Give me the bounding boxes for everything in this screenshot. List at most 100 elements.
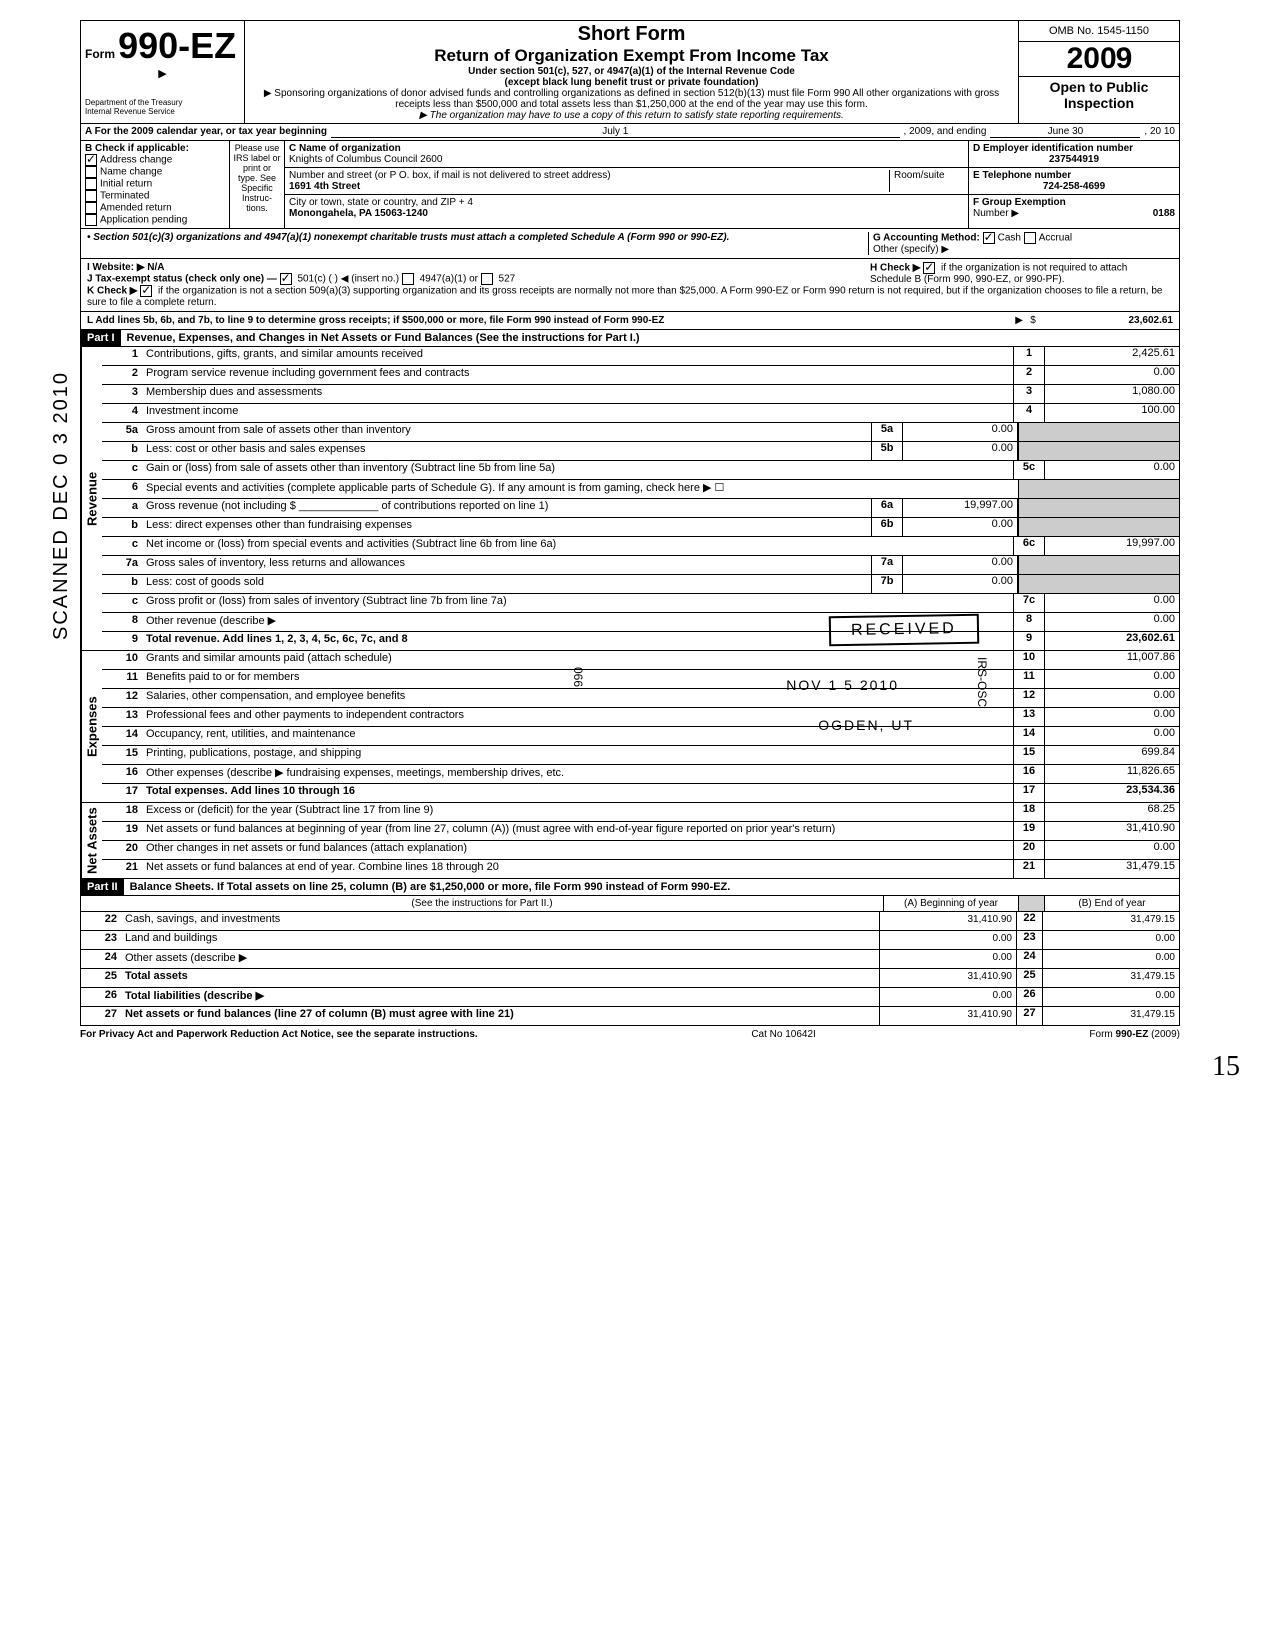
street: 1691 4th Street	[289, 181, 889, 192]
chk-name[interactable]	[85, 166, 97, 178]
part2-header: Part II Balance Sheets. If Total assets …	[80, 879, 1180, 896]
line-row: 15Printing, publications, postage, and s…	[102, 746, 1179, 765]
end-date: June 30	[990, 126, 1140, 138]
part1-table: RECEIVED NOV 1 5 2010 OGDEN, UT 066 IRS-…	[80, 347, 1180, 879]
line-row: 18Excess or (deficit) for the year (Subt…	[102, 803, 1179, 822]
part1-title: Revenue, Expenses, and Changes in Net As…	[121, 330, 1179, 346]
line-row: 5aGross amount from sale of assets other…	[102, 423, 1179, 442]
received-stamp: RECEIVED	[829, 614, 979, 647]
section-bcd: B Check if applicable: Address change Na…	[80, 141, 1180, 229]
footer-right: Form 990-EZ (2009)	[1089, 1029, 1180, 1040]
open-public: Open to Public	[1021, 79, 1177, 95]
row-l: L Add lines 5b, 6b, and 7b, to line 9 to…	[80, 312, 1180, 330]
g-other: Other (specify) ▶	[873, 244, 1173, 255]
line-row: bLess: cost of goods sold7b0.00	[102, 575, 1179, 594]
part2-label: Part II	[81, 879, 124, 895]
part2-instr: (See the instructions for Part II.)	[81, 896, 883, 911]
chk-k[interactable]	[140, 285, 152, 297]
stamp-code: 066	[571, 667, 585, 687]
chk-4947[interactable]	[402, 273, 414, 285]
chk-h[interactable]	[923, 262, 935, 274]
chk-terminated[interactable]	[85, 190, 97, 202]
a-mid: , 2009, and ending	[904, 126, 987, 138]
f-label: F Group Exemption	[973, 197, 1175, 208]
stamp-date: NOV 1 5 2010	[786, 677, 899, 693]
b-label: B Check if applicable:	[85, 143, 225, 154]
chk-501c[interactable]	[280, 273, 292, 285]
ein: 237544919	[973, 154, 1175, 165]
org-name: Knights of Columbus Council 2600	[289, 154, 964, 165]
part2-title: Balance Sheets. If Total assets on line …	[124, 879, 1179, 895]
chk-cash[interactable]	[983, 232, 995, 244]
form-prefix: Form	[85, 47, 115, 61]
chk-accrual[interactable]	[1024, 232, 1036, 244]
i-label: I Website: ▶	[87, 262, 145, 273]
k-text: if the organization is not a section 509…	[87, 286, 1162, 308]
col-a-header: (A) Beginning of year	[883, 896, 1018, 911]
col-b-header: (B) End of year	[1044, 896, 1179, 911]
scanned-stamp: SCANNED DEC 0 3 2010	[50, 371, 73, 640]
expenses-label: Expenses	[81, 651, 102, 802]
note2: ▶ The organization may have to use a cop…	[251, 110, 1012, 121]
footer: For Privacy Act and Paperwork Reduction …	[80, 1026, 1180, 1043]
line-row: 11Benefits paid to or for members110.00	[102, 670, 1179, 689]
a-end2: , 20 10	[1144, 126, 1175, 138]
i-val: N/A	[147, 262, 164, 273]
city: Monongahela, PA 15063-1240	[289, 208, 964, 219]
row-a: A For the 2009 calendar year, or tax yea…	[80, 124, 1180, 141]
line-row: 12Salaries, other compensation, and empl…	[102, 689, 1179, 708]
d-label: D Employer identification number	[973, 143, 1175, 154]
part2-table: (See the instructions for Part II.) (A) …	[80, 896, 1180, 1026]
stamp-irs: IRS-OSC	[975, 657, 989, 707]
room-label: Room/suite	[889, 170, 964, 192]
chk-527[interactable]	[481, 273, 493, 285]
note1: ▶ Sponsoring organizations of donor advi…	[251, 88, 1012, 110]
title1: Short Form	[251, 23, 1012, 46]
line-row: 10Grants and similar amounts paid (attac…	[102, 651, 1179, 670]
balance-row: 25 Total assets 31,410.90 25 31,479.15	[81, 969, 1179, 988]
year-20: 20	[1067, 42, 1100, 75]
c-label: C Name of organization	[289, 143, 964, 154]
balance-row: 26 Total liabilities (describe ▶ 0.00 26…	[81, 988, 1179, 1007]
part1-label: Part I	[81, 330, 121, 346]
footer-mid: Cat No 10642I	[751, 1029, 816, 1040]
line-row: 8Other revenue (describe ▶80.00	[102, 613, 1179, 632]
line-row: 2Program service revenue including gover…	[102, 366, 1179, 385]
g-label: G Accounting Method:	[873, 233, 980, 244]
line-row: 13Professional fees and other payments t…	[102, 708, 1179, 727]
part1-header: Part I Revenue, Expenses, and Changes in…	[80, 330, 1180, 347]
line-row: aGross revenue (not including $ ________…	[102, 499, 1179, 518]
subtitle1: Under section 501(c), 527, or 4947(a)(1)…	[251, 66, 1012, 77]
title2: Return of Organization Exempt From Incom…	[251, 46, 1012, 66]
balance-row: 22 Cash, savings, and investments 31,410…	[81, 912, 1179, 931]
city-label: City or town, state or country, and ZIP …	[289, 197, 964, 208]
line-row: 1Contributions, gifts, grants, and simil…	[102, 347, 1179, 366]
line-row: 16Other expenses (describe ▶ fundraising…	[102, 765, 1179, 784]
dept1: Department of the Treasury	[85, 98, 240, 107]
chk-address[interactable]	[85, 154, 97, 166]
k-label: K Check ▶	[87, 286, 137, 297]
subtitle2: (except black lung benefit trust or priv…	[251, 77, 1012, 88]
begin-date: July 1	[331, 126, 900, 138]
chk-amended[interactable]	[85, 202, 97, 214]
revenue-label: Revenue	[81, 347, 102, 650]
a-text: A For the 2009 calendar year, or tax yea…	[85, 126, 327, 138]
line-row: 7aGross sales of inventory, less returns…	[102, 556, 1179, 575]
line-row: cGain or (loss) from sale of assets othe…	[102, 461, 1179, 480]
form-number: 990-EZ	[118, 25, 236, 66]
line-row: 19Net assets or fund balances at beginni…	[102, 822, 1179, 841]
e-label: E Telephone number	[973, 170, 1175, 181]
chk-initial[interactable]	[85, 178, 97, 190]
line-row: 6Special events and activities (complete…	[102, 480, 1179, 499]
please-label: Please use IRS label or print or type. S…	[230, 141, 285, 228]
addr-label: Number and street (or P O. box, if mail …	[289, 170, 889, 181]
handwritten-15: 15	[1212, 1051, 1240, 1083]
line-row: cNet income or (loss) from special event…	[102, 537, 1179, 556]
phone: 724-258-4699	[973, 181, 1175, 192]
chk-pending[interactable]	[85, 214, 97, 226]
line-row: 14Occupancy, rent, utilities, and mainte…	[102, 727, 1179, 746]
line-row: bLess: cost or other basis and sales exp…	[102, 442, 1179, 461]
f-num-label: Number ▶	[973, 208, 1019, 219]
line-row: 21Net assets or fund balances at end of …	[102, 860, 1179, 878]
f-num: 0188	[1153, 208, 1175, 219]
